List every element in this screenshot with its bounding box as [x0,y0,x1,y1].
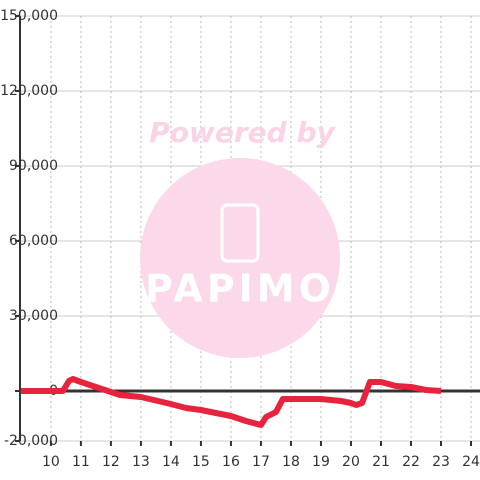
watermark-text: PAPIMO [145,267,335,311]
watermark: Powered by PAPIMO [140,116,340,358]
watermark-icon [220,203,260,263]
x-tick-label: 12 [102,454,120,470]
y-tick-label: 30,000 [9,308,58,324]
x-tick-label: 18 [282,454,300,470]
x-tick-label: 24 [462,454,480,470]
x-tick-label: 20 [342,454,360,470]
x-tick-label: 17 [252,454,270,470]
y-tick-label: 90,000 [9,158,58,174]
x-tick-label: 21 [372,454,390,470]
y-tick-label: 60,000 [9,233,58,249]
x-tick-label: 14 [162,454,180,470]
x-tick-label: 23 [432,454,450,470]
x-tick-label: 19 [312,454,330,470]
y-tick-label: 150,000 [0,8,58,24]
line [20,376,442,428]
x-tick-label: 15 [192,454,210,470]
x-tick-label: 16 [222,454,240,470]
x-tick-label: 22 [402,454,420,470]
y-tick-label: 120,000 [0,83,58,99]
watermark-circle [140,158,340,358]
x-tick-label: 13 [132,454,150,470]
watermark-text: Powered by [149,116,336,149]
x-tick-label: 10 [42,454,60,470]
x-tick-label: 11 [72,454,90,470]
y-tick-label: -20,000 [4,433,58,449]
